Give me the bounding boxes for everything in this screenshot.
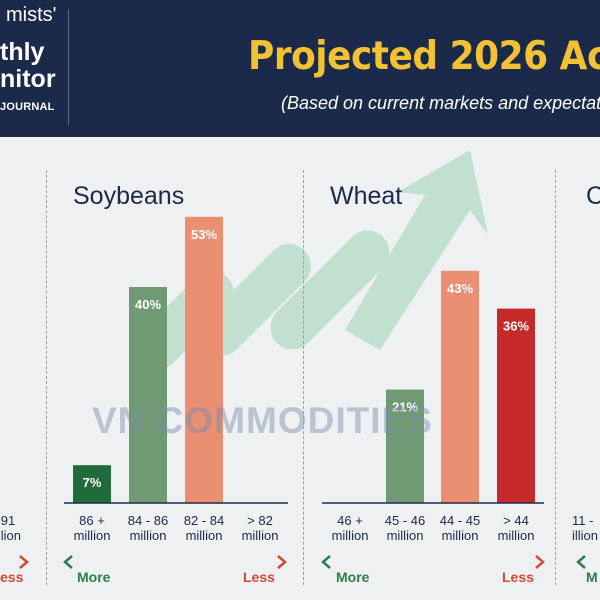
wheat-category-label-3: 44 - 45 million xyxy=(439,513,481,543)
publication-logo: mists' thly nitor JOURNAL xyxy=(0,0,70,137)
soybeans-category-label-3: 82 - 84 million xyxy=(183,513,225,543)
partial-category-label: 91 illion xyxy=(0,513,21,543)
right-partial-scale-arrow xyxy=(576,555,600,569)
wheat-bar-label-3: 43% xyxy=(447,281,473,296)
wheat-title: Wheat xyxy=(330,182,403,210)
left-partial-scale-arrow xyxy=(0,555,29,569)
partial-more-label: M xyxy=(586,569,598,585)
wheat-bar-label-2: 21% xyxy=(392,400,418,415)
soybeans-category-label-4: > 82 million xyxy=(241,513,279,543)
soybeans-scale-arrow xyxy=(63,555,287,569)
wheat-bar-4 xyxy=(497,308,535,503)
wheat-bar-3 xyxy=(441,270,479,503)
logo-line-4: JOURNAL xyxy=(0,101,55,113)
panel-divider xyxy=(303,170,304,585)
bars-layer: 7% 40% 53% 21% 43% 36% xyxy=(64,216,544,504)
logo-line-1: mists' xyxy=(6,4,57,26)
wheat-scale-arrow xyxy=(321,555,545,569)
watermark-text: VN COMMODITIES xyxy=(92,400,433,441)
wheat-more-label: More xyxy=(336,569,370,585)
soybeans-bar-2 xyxy=(129,287,167,503)
wheat-bar-2 xyxy=(386,389,424,503)
wheat-bar-label-4: 36% xyxy=(503,319,529,334)
wheat-category-label-4: > 44 million xyxy=(497,513,535,543)
soybeans-bar-label-1: 7% xyxy=(83,475,102,490)
wheat-category-label-1: 46 + million xyxy=(331,513,369,543)
partial-less-label: ess xyxy=(0,569,24,585)
panel-divider xyxy=(46,170,47,585)
soybeans-title: Soybeans xyxy=(73,182,185,210)
soybeans-bar-3 xyxy=(185,216,223,504)
partial-category-label: 11 - illion xyxy=(572,513,599,543)
logo-line-3: nitor xyxy=(0,65,56,93)
chart-title: Projected 2026 Acr xyxy=(248,34,600,79)
logo-line-2: thly xyxy=(0,38,45,66)
partial-panel-title: C xyxy=(586,182,600,210)
soybeans-bar-label-2: 40% xyxy=(135,297,161,312)
wheat-category-label-2: 45 - 46 million xyxy=(384,513,426,543)
more-less-arrows xyxy=(0,555,600,569)
soybeans-bar-1 xyxy=(73,465,111,503)
wheat-less-label: Less xyxy=(502,569,534,585)
soybeans-bar-label-3: 53% xyxy=(191,227,217,242)
soybeans-less-label: Less xyxy=(243,569,275,585)
logo-separator xyxy=(68,10,69,125)
chart-subtitle: (Based on current markets and expectatio… xyxy=(281,93,600,113)
soybeans-category-label-1: 86 + million xyxy=(73,513,111,543)
soybeans-category-label-2: 84 - 86 million xyxy=(127,513,169,543)
header-banner: mists' thly nitor JOURNAL Projected 2026… xyxy=(0,0,600,137)
panel-divider xyxy=(555,170,556,585)
soybeans-more-label: More xyxy=(77,569,111,585)
